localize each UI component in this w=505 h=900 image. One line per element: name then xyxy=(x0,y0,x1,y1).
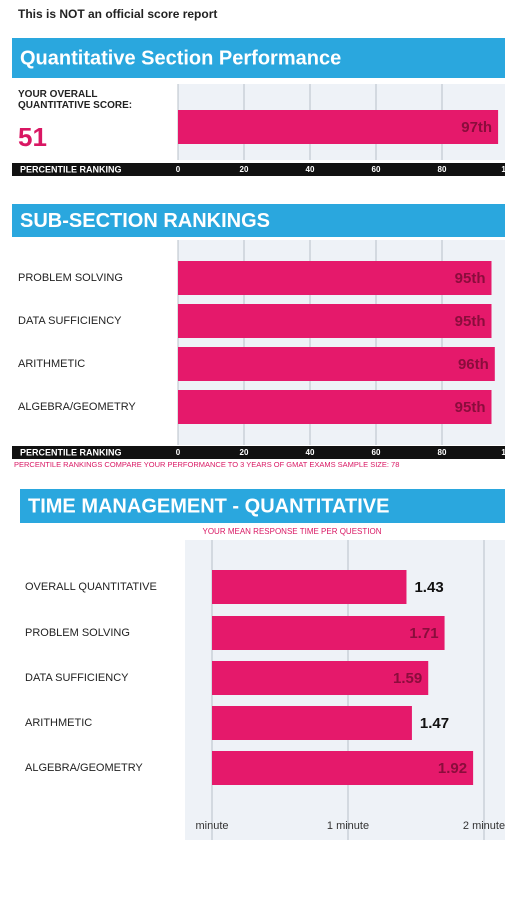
bar xyxy=(212,751,474,785)
section-header xyxy=(20,489,505,523)
bar xyxy=(212,570,407,604)
category-label: ARITHMETIC xyxy=(18,358,85,370)
x-tick-label: 20 xyxy=(240,448,249,457)
bar xyxy=(212,706,412,740)
x-axis-label: PERCENTILE RANKING xyxy=(20,164,122,174)
bar xyxy=(178,261,492,295)
x-tick-label: 60 xyxy=(372,448,381,457)
score: 51 xyxy=(18,122,47,152)
x-tick-label: 0 xyxy=(176,448,181,457)
subtitle: YOUR MEAN RESPONSE TIME PER QUESTION xyxy=(203,527,382,536)
section-title: SUB-SECTION RANKINGS xyxy=(20,210,270,232)
value-label: 1.59 xyxy=(393,670,422,687)
x-tick-label: 40 xyxy=(306,165,315,174)
value-label: 1.71 xyxy=(409,625,438,642)
x-tick-label: 0 xyxy=(176,165,181,174)
value-label: 1.47 xyxy=(420,715,449,732)
value-label: 95th xyxy=(455,313,486,330)
x-tick-label: 20 xyxy=(240,165,249,174)
x-tick-label: 100 xyxy=(501,448,505,457)
x-tick-label: 1 minute xyxy=(327,820,369,832)
section-title: TIME MANAGEMENT - QUANTITATIVE xyxy=(28,495,389,517)
x-tick-label: 80 xyxy=(438,448,447,457)
category-label: ARITHMETIC xyxy=(25,717,92,729)
value-label: 1.43 xyxy=(414,579,443,596)
value-label: 97th xyxy=(461,119,492,136)
value-label: 95th xyxy=(455,270,486,287)
value-label: 95th xyxy=(455,399,486,416)
footnote: PERCENTILE RANKINGS COMPARE YOUR PERFORM… xyxy=(14,460,399,469)
category-label: DATA SUFFICIENCY xyxy=(25,672,129,684)
x-tick-label: 40 xyxy=(306,448,315,457)
section-header xyxy=(12,204,505,237)
axis-band xyxy=(12,446,505,459)
bar xyxy=(212,661,429,695)
bar xyxy=(212,616,445,650)
bar xyxy=(178,390,492,424)
category-label: PROBLEM SOLVING xyxy=(25,627,130,639)
score-label: YOUR OVERALL QUANTITATIVE SCORE: xyxy=(18,89,133,111)
notice: This is NOT an official score report xyxy=(18,7,217,21)
value-label: 1.92 xyxy=(438,760,467,777)
axis-band xyxy=(12,163,505,176)
x-tick-label: 80 xyxy=(438,165,447,174)
section-title: Quantitative Section Performance xyxy=(20,47,341,69)
bar xyxy=(178,304,492,338)
x-tick-label: 2 minute xyxy=(463,820,505,832)
category-label: ALGEBRA/GEOMETRY xyxy=(25,762,143,774)
category-label: DATA SUFFICIENCY xyxy=(18,315,122,327)
x-axis-label: PERCENTILE RANKING xyxy=(20,447,122,457)
category-label: ALGEBRA/GEOMETRY xyxy=(18,401,136,413)
bar xyxy=(178,110,499,144)
bar xyxy=(178,347,495,381)
x-tick-label: 100 xyxy=(501,165,505,174)
category-label: PROBLEM SOLVING xyxy=(18,272,123,284)
x-tick-label: 60 xyxy=(372,165,381,174)
x-tick-label: minute xyxy=(195,820,228,832)
category-label: OVERALL QUANTITATIVE xyxy=(25,581,157,593)
section-header xyxy=(12,38,505,78)
value-label: 96th xyxy=(458,356,489,373)
